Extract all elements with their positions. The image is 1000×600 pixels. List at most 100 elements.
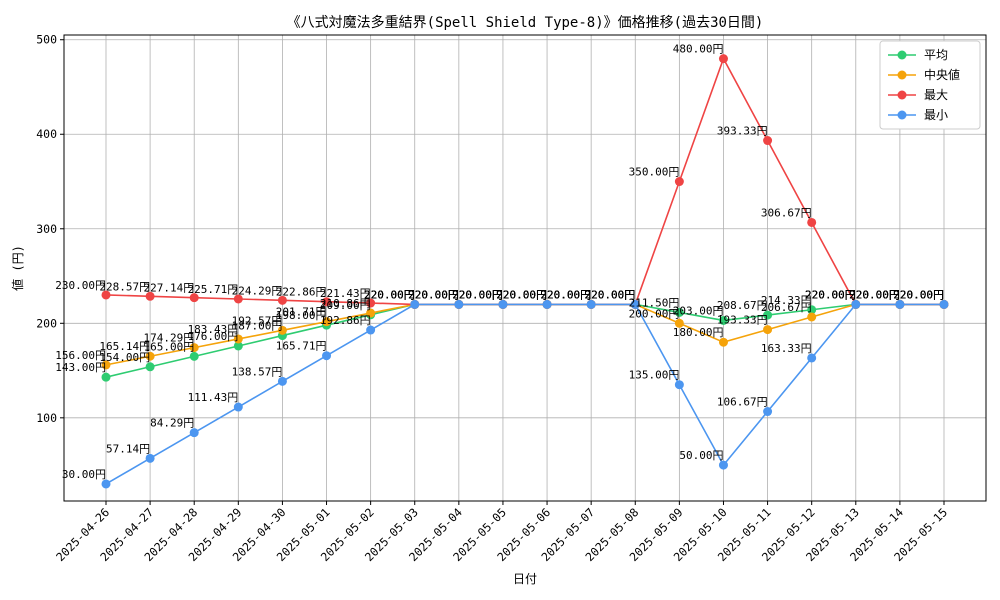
data-point-max [189,293,199,303]
data-point-mean [807,305,817,315]
data-label-max: 222.86円 [276,286,327,299]
data-point-mean [101,372,111,382]
data-point-max [101,290,111,300]
data-point-min [939,299,949,309]
data-label-median: 220.00円 [452,288,503,301]
data-label-mean: 154.00円 [99,351,150,364]
data-point-min [498,299,508,309]
data-label-max: 220.00円 [849,288,900,301]
data-point-mean [763,310,773,320]
data-label-mean: 220.00円 [496,288,547,301]
data-label-min: 163.33円 [761,342,812,355]
data-label-max: 393.33円 [717,125,768,138]
data-point-min [674,380,684,390]
data-label-median: 220.00円 [805,288,856,301]
legend-box [879,40,981,130]
data-point-median [366,308,376,318]
data-label-max: 480.00円 [673,43,724,56]
data-label-max: 220.00円 [805,288,856,301]
data-point-min [630,299,640,309]
data-point-min [586,299,596,309]
data-label-min: 57.14円 [106,442,150,455]
data-label-max: 220.00円 [540,288,591,301]
data-point-mean [145,362,155,372]
data-point-mean [718,315,728,325]
data-label-max: 228.57円 [99,280,150,293]
data-label-min: 220.00円 [496,288,547,301]
data-point-median [718,337,728,347]
series-line-min [105,303,944,485]
data-label-max: 220.00円 [893,288,944,301]
data-point-median [101,360,111,370]
data-label-min: 165.71円 [276,340,327,353]
data-point-median [145,351,155,361]
data-point-median [277,325,287,335]
legend-label-median: 中央値 [924,67,960,82]
data-label-mean: 220.00円 [805,288,856,301]
data-label-mean: 220.00円 [452,288,503,301]
data-label-max: 224.29円 [232,284,283,297]
data-label-min: 220.00円 [408,288,459,301]
data-point-max [763,136,773,146]
data-point-median [763,325,773,335]
data-label-max: 225.71円 [188,283,239,296]
data-point-max [718,54,728,64]
chart-title: 《八式対魔法多重結界(Spell Shield Type-8)》価格推移(過去3… [287,14,764,31]
data-label-min: 192.86円 [320,314,371,327]
data-label-median: 200.00円 [629,307,680,320]
data-label-min: 138.57円 [232,365,283,378]
data-point-max [674,177,684,187]
data-label-median: 220.00円 [585,288,636,301]
data-label-min: 220.00円 [585,288,636,301]
data-label-mean: 220.00円 [893,288,944,301]
data-label-mean: 220.00円 [364,288,415,301]
data-point-min [366,325,376,335]
data-label-max: 220.00円 [496,288,547,301]
data-label-min: 50.00円 [679,449,723,462]
data-point-min [851,299,861,309]
data-label-mean: 209.00円 [320,299,371,312]
legend-swatch-marker-min [897,110,907,120]
legend-label-min: 最小 [924,108,948,122]
data-label-mean: 220.00円 [408,288,459,301]
y-tick-label: 100 [36,411,57,425]
data-label-min: 220.00円 [805,288,856,301]
y-axis-label: 値 (円) [10,245,25,291]
data-point-min [718,460,728,470]
data-label-mean: 208.67円 [717,299,768,312]
data-point-median [674,318,684,328]
data-point-median [807,312,817,322]
legend-swatch-marker-max [897,90,907,100]
data-point-min [322,351,332,361]
legend-swatch-marker-mean [897,50,907,60]
y-tick-label: 500 [36,33,57,47]
data-label-mean: 187.00円 [232,320,283,333]
series-lines [101,54,949,489]
data-label-median: 180.00円 [673,326,724,339]
data-label-mean: 214.33円 [761,294,812,307]
y-tick-label: 400 [36,127,57,141]
data-label-median: 165.14円 [99,340,150,353]
data-label-median: 210.86円 [320,297,371,310]
data-point-min [542,299,552,309]
data-point-median [322,317,332,327]
data-point-min [277,376,287,386]
data-label-max: 220.00円 [408,288,459,301]
data-point-min [101,479,111,489]
data-point-mean [674,307,684,317]
legend-swatch-marker-median [897,70,907,80]
data-label-mean: 220.00円 [585,288,636,301]
data-label-max: 350.00円 [629,166,680,179]
data-label-median: 220.00円 [496,288,547,301]
data-label-min: 220.00円 [540,288,591,301]
grid [64,35,986,501]
data-label-max: 306.67円 [761,206,812,219]
data-label-median: 220.00円 [893,288,944,301]
data-label-median: 183.43円 [188,323,239,336]
data-point-min [189,428,199,438]
data-label-min: 220.00円 [364,288,415,301]
data-label-max: 220.00円 [585,288,636,301]
data-point-max [145,291,155,301]
